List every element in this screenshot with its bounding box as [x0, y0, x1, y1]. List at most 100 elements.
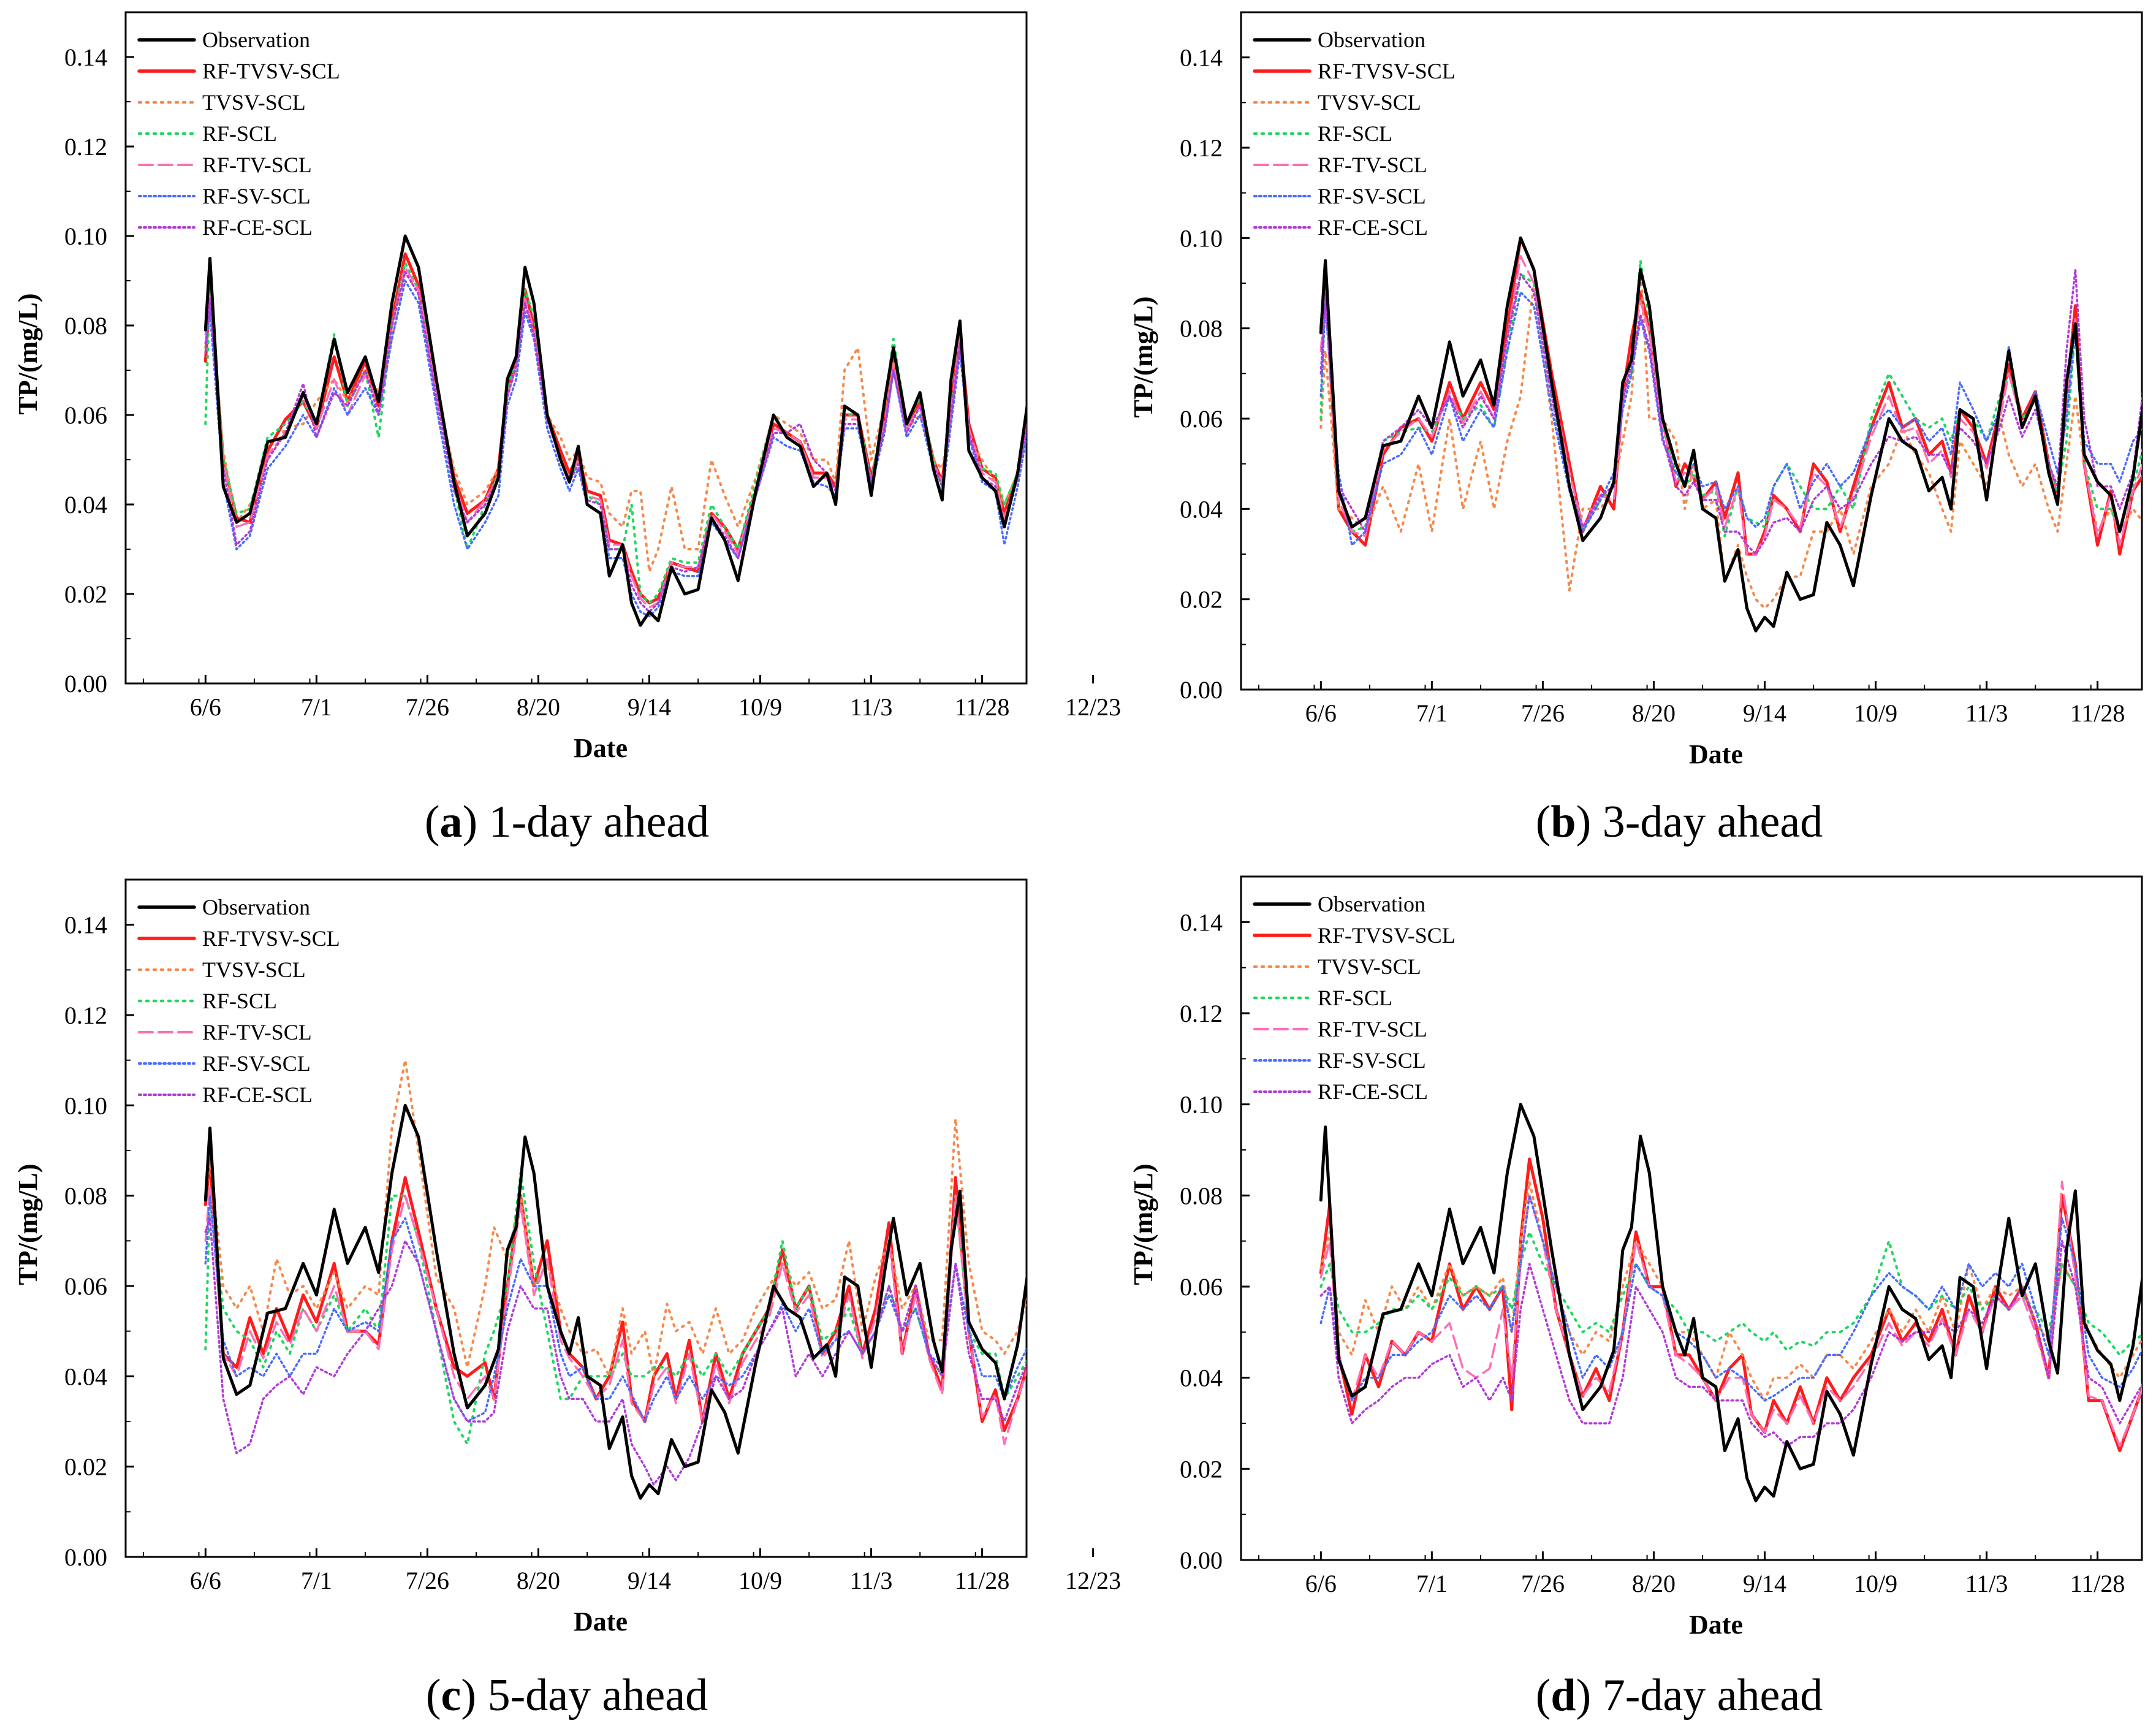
legend: Observation RF-TVSV-SCL TVSV-SCL RF-SCL RF-T…: [137, 28, 340, 240]
chart-panel-d: 0.00 0.02 0.04 0.06 0.08 0.10 0.12 0.14 6/6 7/1 7/…: [1128, 875, 2143, 1721]
legend-label-obs: Observation: [202, 28, 310, 52]
caption-paren-open: (: [425, 797, 440, 847]
x-tick-label: 11/3: [850, 1567, 893, 1594]
caption-text: 7-day ahead: [1591, 1670, 1823, 1721]
y-tick-label: 0.02: [64, 580, 107, 608]
legend-label-tvsv: TVSV-SCL: [202, 90, 306, 115]
series-line-obs: [1319, 1103, 2142, 1502]
caption-paren-open: (: [426, 1670, 441, 1721]
legend-label-rftv: RF-TV-SCL: [202, 153, 312, 177]
plot-area: [1319, 236, 2142, 633]
legend-label-rf: RF-TVSV-SCL: [1318, 59, 1456, 83]
legend-label-tvsv: TVSV-SCL: [202, 957, 306, 982]
x-tick-label: 8/20: [1632, 699, 1676, 727]
legend-label-rf: RF-TVSV-SCL: [202, 926, 340, 951]
panel-caption: (d) 7-day ahead: [1536, 1670, 1823, 1721]
x-tick-label: 8/20: [1632, 1570, 1676, 1597]
plot-frame: [124, 11, 1028, 685]
x-tick-label: 11/3: [850, 693, 893, 721]
y-tick-label: 0.12: [64, 133, 107, 161]
y-tick-label: 0.10: [64, 1092, 107, 1119]
y-tick-label: 0.10: [1180, 1091, 1223, 1119]
y-tick-label: 0.06: [1180, 405, 1223, 433]
x-tick-label: 6/6: [1305, 699, 1337, 727]
y-tick-label: 0.14: [1180, 44, 1223, 72]
x-tick-label: 7/1: [1416, 1570, 1448, 1597]
plot-area: [203, 1059, 1027, 1500]
legend-label-rfce: RF-CE-SCL: [1318, 1079, 1428, 1104]
legend: Observation RF-TVSV-SCL TVSV-SCL RF-SCL RF-T…: [137, 895, 340, 1107]
legend-label-rf: RF-TVSV-SCL: [1318, 923, 1456, 948]
legend-label-tvsv: TVSV-SCL: [1318, 954, 1421, 979]
legend-label-rf: RF-TVSV-SCL: [202, 59, 340, 83]
legend-label-rftv: RF-TV-SCL: [1318, 1017, 1427, 1041]
x-tick-label: 11/28: [955, 1567, 1010, 1594]
y-tick-label: 0.00: [64, 1543, 107, 1571]
caption-paren-close: ): [1576, 1670, 1592, 1721]
x-tick-label: 10/9: [738, 693, 782, 721]
caption-letter: a: [439, 797, 462, 847]
series-line-obs: [203, 1103, 1027, 1500]
y-axis-title: TP/(mg/L): [13, 1164, 43, 1285]
legend-label-rfscl: RF-SCL: [1318, 121, 1392, 146]
panel-caption: (c) 5-day ahead: [426, 1670, 708, 1721]
caption-paren-close: ): [1576, 797, 1592, 847]
x-tick-label: 12/23: [1065, 1567, 1121, 1594]
series-line-rftv: [204, 1185, 1027, 1445]
x-tick-label: 8/20: [517, 1567, 560, 1594]
series-line-rfscl: [204, 1171, 1027, 1445]
x-tick-label: 11/3: [1965, 699, 2008, 727]
x-tick-label: 6/6: [190, 1567, 221, 1594]
x-axis-title: Date: [574, 733, 628, 763]
x-tick-label: 7/26: [1521, 1570, 1565, 1597]
panel-caption: (a) 1-day ahead: [425, 797, 709, 847]
caption-letter: b: [1551, 797, 1576, 847]
y-tick-label: 0.14: [64, 911, 107, 939]
x-tick-label: 11/3: [1965, 1570, 2008, 1597]
legend-label-rfscl: RF-SCL: [202, 121, 277, 146]
x-tick-label: 7/1: [301, 1567, 332, 1594]
legend: Observation RF-TVSV-SCL TVSV-SCL RF-SCL RF-T…: [1253, 28, 1456, 240]
plot-area: [203, 234, 1027, 627]
y-tick-label: 0.06: [64, 401, 107, 429]
plot-frame: [1240, 11, 2143, 691]
y-tick-label: 0.06: [1180, 1273, 1223, 1301]
legend-label-rfsv: RF-SV-SCL: [1318, 1048, 1426, 1073]
legend-label-obs: Observation: [202, 895, 310, 919]
legend: Observation RF-TVSV-SCL TVSV-SCL RF-SCL RF-T…: [1253, 892, 1456, 1104]
caption-letter: c: [441, 1670, 461, 1721]
y-tick-label: 0.00: [1180, 1546, 1223, 1574]
y-axis-title: TP/(mg/L): [1128, 1164, 1158, 1285]
caption-text: 1-day ahead: [477, 797, 709, 847]
x-tick-label: 9/14: [1743, 699, 1786, 727]
caption-paren-open: (: [1536, 797, 1551, 847]
series-line-rfsv: [1319, 1194, 2142, 1402]
chart-panel-a: 0.00 0.02 0.04 0.06 0.08 0.10 0.12 0.14 6/6 7/1 7/…: [13, 11, 1121, 847]
y-tick-label: 0.12: [1180, 1000, 1223, 1027]
x-tick-label: 12/23: [1065, 693, 1121, 721]
y-axis-title: TP/(mg/L): [13, 294, 43, 415]
series-line-rfce: [1319, 1239, 2142, 1447]
series-line-rfsv: [204, 1194, 1027, 1423]
legend-label-rftv: RF-TV-SCL: [1318, 153, 1427, 177]
plot-frame: [1240, 875, 2143, 1561]
y-tick-label: 0.14: [64, 44, 107, 71]
legend-label-rftv: RF-TV-SCL: [202, 1020, 312, 1044]
caption-paren-close: ): [461, 1670, 476, 1721]
y-axis-title: TP/(mg/L): [1128, 297, 1158, 418]
series-line-rftv: [1319, 1181, 2142, 1447]
y-tick-label: 0.08: [1180, 1182, 1223, 1209]
y-tick-label: 0.00: [64, 670, 107, 698]
legend-label-rfce: RF-CE-SCL: [1318, 215, 1428, 240]
y-tick-label: 0.10: [64, 223, 107, 250]
x-tick-label: 9/14: [1743, 1570, 1786, 1597]
panel-caption: (b) 3-day ahead: [1536, 797, 1823, 847]
caption-letter: d: [1551, 1670, 1576, 1721]
legend-label-rfscl: RF-SCL: [1318, 986, 1392, 1010]
legend-label-obs: Observation: [1318, 28, 1425, 52]
y-tick-label: 0.12: [1180, 134, 1223, 162]
y-tick-label: 0.06: [64, 1273, 107, 1300]
y-tick-label: 0.04: [1180, 1364, 1223, 1392]
series-line-rfce: [1319, 268, 2142, 555]
